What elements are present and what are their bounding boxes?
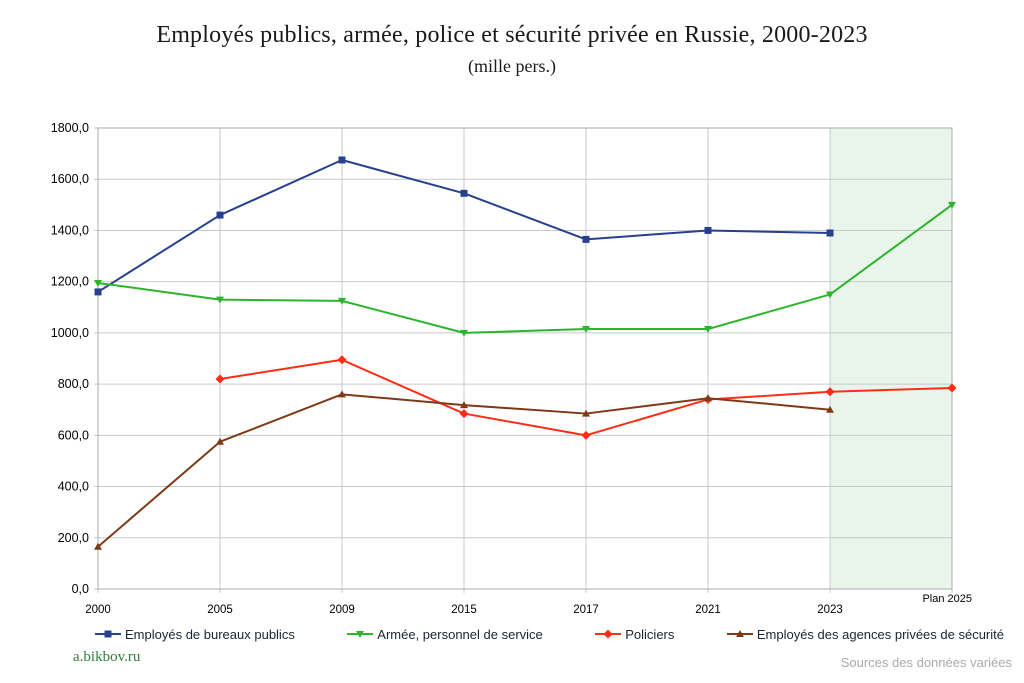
legend-label: Armée, personnel de service — [377, 626, 543, 642]
y-tick-label: 400,0 — [58, 480, 89, 494]
x-tick-label: 2009 — [329, 604, 355, 616]
marker-diamond — [947, 383, 957, 393]
marker-square — [460, 189, 468, 197]
y-tick-label: 1600,0 — [51, 172, 89, 186]
legend-label: Policiers — [625, 626, 675, 642]
marker-diamond — [581, 430, 591, 440]
x-tick-label: 2023 — [817, 604, 843, 616]
chart-legend: Employés de bureaux publics Armée, perso… — [95, 625, 1004, 643]
marker-triangle-down — [582, 326, 590, 334]
marker-triangle-up — [460, 401, 468, 409]
y-tick-label: 1000,0 — [51, 326, 89, 340]
sources-note: Sources des données variées — [840, 655, 1012, 670]
x-tick-label: 2000 — [85, 604, 111, 616]
series-2 — [215, 355, 957, 440]
marker-triangle-up — [735, 630, 744, 637]
marker-square — [338, 156, 346, 164]
marker-triangle-down — [216, 296, 224, 304]
legend-item-armee: Armée, personnel de service — [347, 626, 543, 642]
y-tick-label: 200,0 — [58, 531, 89, 545]
x-tick-label: 2005 — [207, 604, 233, 616]
credit-link[interactable]: a.bikbov.ru — [73, 649, 141, 665]
chart-subtitle: (mille pers.) — [468, 56, 556, 76]
legend-item-policiers: Policiers — [595, 627, 674, 642]
marker-square — [216, 211, 224, 219]
y-tick-label: 800,0 — [58, 377, 89, 391]
marker-square — [94, 288, 102, 296]
legend-item-agences-privees: Employés des agences privées de sécurité — [726, 626, 1004, 642]
series-1 — [94, 201, 956, 337]
chart-title: Employés publics, armée, police et sécur… — [156, 22, 868, 48]
legend-marker-triangle-up-icon — [726, 629, 753, 639]
series-line — [97, 204, 953, 334]
plan-2025-label: Plan 2025 — [922, 593, 972, 605]
y-tick-label: 1400,0 — [51, 223, 89, 237]
legend-label: Employés des agences privées de sécurité — [756, 626, 1004, 642]
x-tick-label: 2017 — [573, 604, 599, 616]
legend-marker-triangle-down-icon — [347, 629, 374, 639]
legend-marker-square-icon — [95, 629, 121, 639]
legend-label: Employés de bureaux publics — [125, 626, 295, 642]
marker-triangle-up — [826, 405, 834, 413]
marker-triangle-up — [338, 390, 346, 398]
marker-triangle-up — [94, 542, 102, 550]
marker-triangle-up — [704, 394, 712, 402]
marker-triangle-down — [948, 201, 956, 209]
marker-triangle-up — [216, 437, 224, 445]
marker-triangle-down — [94, 279, 102, 287]
marker-diamond — [459, 409, 469, 419]
marker-triangle-down — [704, 326, 712, 334]
marker-triangle-down — [826, 291, 834, 299]
series-0 — [94, 156, 834, 296]
series-3 — [94, 390, 834, 550]
marker-diamond — [215, 374, 225, 384]
y-tick-label: 1800,0 — [51, 121, 89, 135]
marker-triangle-down — [338, 297, 346, 305]
y-tick-label: 600,0 — [58, 428, 89, 442]
x-tick-label: 2021 — [695, 604, 721, 616]
y-tick-label: 0,0 — [72, 582, 89, 596]
x-tick-label: 2015 — [451, 604, 477, 616]
plan-region — [830, 128, 952, 589]
marker-square — [704, 226, 712, 234]
marker-diamond — [603, 629, 613, 639]
legend-marker-diamond-icon — [595, 629, 622, 639]
plot-border — [97, 127, 953, 590]
marker-triangle-down — [356, 631, 365, 638]
marker-square — [826, 229, 834, 237]
marker-triangle-down — [460, 329, 468, 337]
marker-diamond — [337, 355, 347, 365]
marker-triangle-up — [582, 409, 590, 417]
legend-item-bureaux-publics: Employés de bureaux publics — [95, 627, 295, 642]
marker-square — [104, 630, 112, 638]
marker-square — [582, 235, 590, 243]
y-tick-label: 1200,0 — [51, 275, 89, 289]
marker-diamond — [825, 387, 835, 397]
